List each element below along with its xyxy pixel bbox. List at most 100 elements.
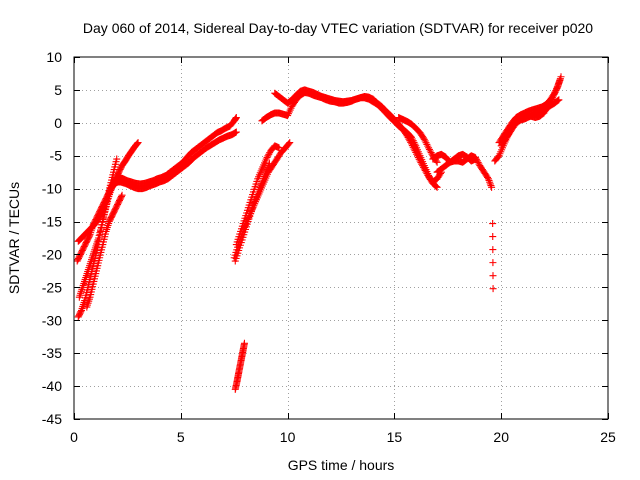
data-point <box>420 135 428 143</box>
data-point <box>420 165 428 173</box>
x-tick-label: 5 <box>177 429 185 445</box>
y-tick-label: -15 <box>42 214 62 230</box>
data-point <box>416 157 424 165</box>
data-point <box>406 137 414 145</box>
data-point <box>414 154 422 162</box>
data-point <box>433 183 441 191</box>
data-point <box>421 166 429 174</box>
series-4 <box>74 155 121 245</box>
y-tick-label: 10 <box>46 49 62 65</box>
data-point <box>405 135 413 143</box>
series-18 <box>497 76 564 150</box>
data-point <box>422 168 430 176</box>
data-point <box>264 152 272 160</box>
data-point <box>412 148 420 156</box>
axis-ticks: 0 5 10 15 20 25 -45 -40 -35 -30 -25 -20 -15 -10 -5 0 5 10 <box>42 49 616 445</box>
data-point <box>543 104 551 112</box>
data-point <box>423 170 431 178</box>
data-point <box>489 285 497 293</box>
data-point <box>134 139 142 147</box>
y-tick-label: -10 <box>42 181 62 197</box>
data-point <box>554 96 562 104</box>
data-point <box>488 183 496 191</box>
data-point <box>285 140 293 148</box>
data-point <box>555 79 563 87</box>
data-point <box>424 142 432 150</box>
data-point <box>403 132 411 140</box>
data-point <box>240 339 248 347</box>
data-point <box>409 143 417 151</box>
data-point <box>553 85 561 93</box>
data-point <box>486 180 494 188</box>
data-point <box>546 99 554 107</box>
data-point <box>553 97 561 105</box>
data-point <box>555 78 563 86</box>
x-tick-label: 10 <box>280 429 296 445</box>
data-point <box>547 97 555 105</box>
data-point <box>425 144 433 152</box>
data-point <box>484 173 492 181</box>
data-point <box>410 145 418 153</box>
data-point <box>118 191 126 199</box>
data-point <box>133 139 141 147</box>
data-point <box>99 206 107 214</box>
data-point <box>489 233 497 241</box>
y-tick-label: 5 <box>54 82 62 98</box>
data-point <box>262 155 270 163</box>
data-point <box>475 160 483 168</box>
data-point <box>419 134 427 142</box>
series-16 <box>491 96 563 165</box>
x-tick-label: 25 <box>600 429 616 445</box>
data-point <box>485 176 493 184</box>
chart-title: Day 060 of 2014, Sidereal Day-to-day VTE… <box>83 20 593 36</box>
data-point <box>407 140 415 148</box>
series-6 <box>231 339 248 393</box>
data-point <box>427 149 435 157</box>
y-axis-title: SDTVAR / TECUs <box>6 182 22 294</box>
x-tick-label: 20 <box>493 429 509 445</box>
data-point <box>424 171 432 179</box>
data-point <box>402 131 410 139</box>
data-point <box>265 150 273 158</box>
data-point <box>472 155 480 163</box>
series-15 <box>489 220 497 293</box>
data-point <box>419 162 427 170</box>
data-point <box>431 182 439 190</box>
data-point <box>423 140 431 148</box>
data-point <box>404 134 412 142</box>
data-point <box>487 182 495 190</box>
data-point <box>484 175 492 183</box>
y-tick-label: -20 <box>42 246 62 262</box>
series-9 <box>231 160 273 265</box>
y-tick-label: -5 <box>50 148 63 164</box>
data-point <box>419 163 427 171</box>
data-point <box>426 147 434 155</box>
data-point <box>407 138 415 146</box>
data-point <box>425 145 433 153</box>
data-point <box>417 159 425 167</box>
data-point <box>556 76 564 84</box>
data-point <box>263 153 271 161</box>
data-point <box>548 96 556 104</box>
y-tick-label: -30 <box>42 312 62 328</box>
data-point <box>432 183 440 191</box>
x-tick-label: 15 <box>387 429 403 445</box>
x-axis-title: GPS time / hours <box>288 457 395 473</box>
data-point <box>553 83 561 91</box>
y-tick-label: 0 <box>54 115 62 131</box>
data-point <box>555 96 563 104</box>
data-point <box>422 139 430 147</box>
data-point <box>413 152 421 160</box>
data-point <box>489 220 497 228</box>
y-tick-label: -25 <box>42 279 62 295</box>
x-tick-label: 0 <box>70 429 78 445</box>
data-point <box>428 150 436 158</box>
data-point <box>554 81 562 89</box>
data-point <box>77 308 85 316</box>
data-point <box>415 155 423 163</box>
data-point <box>418 160 426 168</box>
data-points <box>73 73 565 393</box>
data-point <box>232 114 240 122</box>
series-5 <box>83 191 126 311</box>
